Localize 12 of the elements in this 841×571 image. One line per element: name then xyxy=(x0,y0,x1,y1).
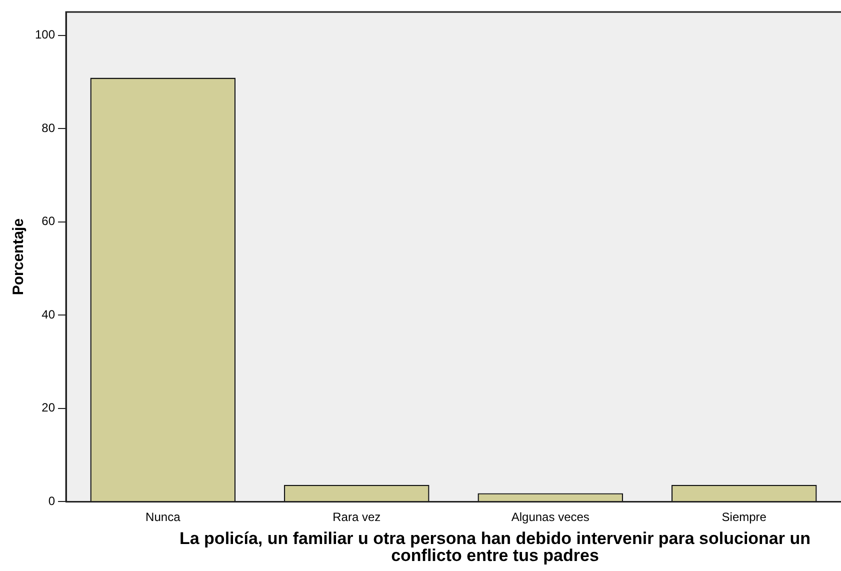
y-tick-label: 60 xyxy=(42,214,56,228)
y-axis-title: Porcentaje xyxy=(10,218,28,296)
x-axis-title: La policía, un familiar u otra persona han debido intervenir para solucionar un conflicto entre tus padres xyxy=(178,529,812,565)
y-tick-label: 80 xyxy=(42,120,56,135)
x-tick-label: Rara vez xyxy=(332,510,381,524)
x-tick-label: Siempre xyxy=(722,510,767,524)
x-tick-label: Nunca xyxy=(146,510,181,524)
y-tick-label: 40 xyxy=(42,307,56,322)
y-tick-label: 20 xyxy=(42,400,56,415)
y-tick-label: 0 xyxy=(48,494,56,508)
y-tick-label: 100 xyxy=(34,28,56,42)
x-tick-label: Algunas veces xyxy=(511,510,590,524)
